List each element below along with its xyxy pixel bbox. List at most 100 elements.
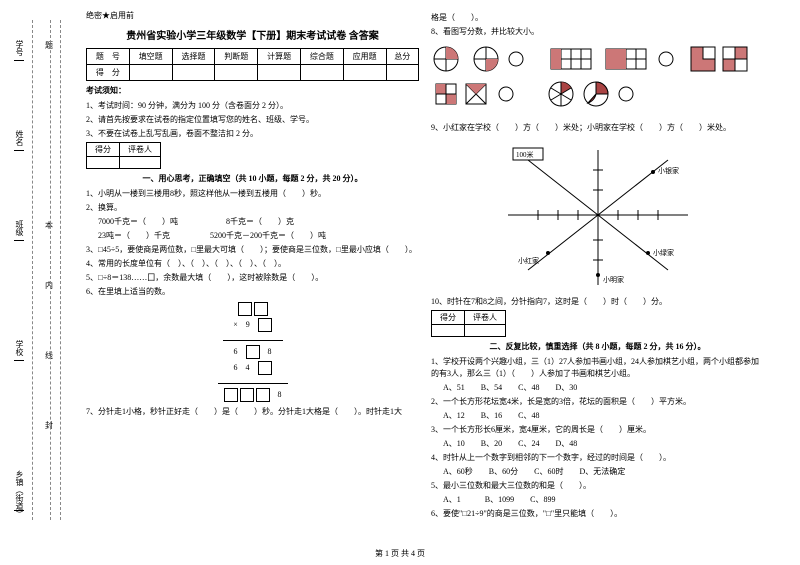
blank-box [224, 388, 238, 402]
blank-box [246, 345, 260, 359]
th: 应用题 [343, 49, 386, 65]
p2q3: 3、一个长方形长6厘米，宽4厘米，它的周长是（ ）厘米。 [431, 424, 764, 436]
txt: 23吨＝（ ）千克 [98, 231, 170, 240]
rule [218, 383, 288, 384]
td [87, 157, 120, 169]
eval-table: 得分评卷人 [86, 142, 161, 169]
secret-label: 绝密★启用前 [86, 10, 419, 21]
th: 填空题 [129, 49, 172, 65]
vert-char: 内 [45, 280, 53, 291]
binding-margin: 学号 姓名 班级 学校 乡镇（街道） 题 本 内 线 封 [0, 0, 70, 565]
content-area: 绝密★启用前 贵州省实验小学三年级数学【下册】期末考试试卷 含答案 题 号 填空… [80, 10, 780, 522]
txt: 7000千克＝（ ）吨 [98, 217, 178, 226]
td [386, 65, 418, 81]
p2q2: 2、一个长方形花坛宽4米，长是宽的3倍，花坛的面积是（ ）平方米。 [431, 396, 764, 408]
td: 得分 [87, 143, 120, 157]
q5: 5、□÷8＝138……囗，余数最大填（ ），这时被除数是（ ）。 [86, 272, 419, 284]
q7-cont: 格是（ ）。 [431, 12, 764, 24]
td [465, 325, 506, 337]
txt: 8千克＝（ ）克 [226, 217, 294, 226]
td [300, 65, 343, 81]
p2q4o: A、60秒 B、60分 C、60时 D、无法确定 [431, 466, 764, 478]
vert-char: 封 [45, 420, 53, 431]
td [120, 157, 161, 169]
rule [223, 340, 283, 341]
map-diagram: 100米 小银家 小绿家 小明家 小红家 [488, 140, 708, 290]
label-class: 班级 [14, 220, 25, 236]
q2: 2、换算。 [86, 202, 419, 214]
th: 计算题 [258, 49, 301, 65]
q2a: 7000千克＝（ ）吨 8千克＝（ ）克 [86, 216, 419, 228]
td: 得 分 [87, 65, 130, 81]
q10: 10、时针在7和8之间，分针指向7，这时是（ ）时（ ）分。 [431, 296, 764, 308]
blank-box [240, 388, 254, 402]
vert-char: 线 [45, 350, 53, 361]
notice-title: 考试须知： [86, 85, 419, 96]
exam-title: 贵州省实验小学三年级数学【下册】期末考试试卷 含答案 [86, 27, 419, 42]
s-label: 小明家 [603, 275, 624, 284]
th: 综合题 [300, 49, 343, 65]
td: 得分 [432, 311, 465, 325]
label-name: 姓名 [14, 130, 25, 146]
scale-label: 100米 [516, 150, 534, 159]
p2q1: 1、学校开设两个兴趣小组，三（1）27人参加书画小组，24人参加棋艺小组，两个小… [431, 356, 764, 380]
blank-box [258, 318, 272, 332]
p2q2o: A、12 B、16 C、48 [431, 410, 764, 422]
blank-box [258, 361, 272, 375]
right-column: 格是（ ）。 8、看图写分数，并比较大小。 9、小红家在学校（ ）方（ ）米处；… [425, 10, 770, 522]
txt: 5200千克－200千克＝（ ）吨 [210, 231, 326, 240]
q6: 6、在里填上适当的数。 [86, 286, 419, 298]
underline [14, 60, 24, 61]
left-column: 绝密★启用前 贵州省实验小学三年级数学【下册】期末考试试卷 含答案 题 号 填空… [80, 10, 425, 522]
th: 总分 [386, 49, 418, 65]
td [343, 65, 386, 81]
se-label: 小绿家 [653, 248, 674, 257]
underline [14, 510, 24, 511]
fold-line [32, 20, 33, 520]
td [129, 65, 172, 81]
th: 判断题 [215, 49, 258, 65]
part2-title: 二、反复比较，慎重选择（共 8 小题，每题 2 分，共 16 分）。 [431, 341, 764, 352]
vert-char: 本 [45, 220, 53, 231]
vert-char: 题 [45, 40, 53, 51]
label-number: 学号 [14, 40, 25, 56]
td: 评卷人 [120, 143, 161, 157]
ne-label: 小银家 [658, 166, 679, 175]
blank-box [238, 302, 252, 316]
underline [14, 240, 24, 241]
fold-line [60, 20, 61, 520]
p2q5o: A、1 B、1099 C、899 [431, 494, 764, 506]
underline [14, 360, 24, 361]
notice-item: 2、请首先按要求在试卷的指定位置填写您的姓名、班级、学号。 [86, 114, 419, 126]
q8: 8、看图写分数，并比较大小。 [431, 26, 764, 38]
th: 题 号 [87, 49, 130, 65]
part1-title: 一、用心思考，正确填空（共 10 小题，每题 2 分，共 20 分）。 [86, 173, 419, 184]
th: 选择题 [172, 49, 215, 65]
p2q1o: A、51 B、54 C、48 D、30 [431, 382, 764, 394]
label-school: 学校 [14, 340, 25, 356]
q3: 3、□45÷5，要使商是两位数，□里最大可填（ ）；要使商是三位数，□里最小应填… [86, 244, 419, 256]
td [432, 325, 465, 337]
q7: 7、分针走1小格，秒针正好走（ ）是（ ）秒。分针走1大格是（ ）。时针走1大 [86, 406, 419, 418]
blank-box [254, 302, 268, 316]
q2c: 23吨＝（ ）千克 5200千克－200千克＝（ ）吨 [86, 230, 419, 242]
blank-box [256, 388, 270, 402]
fraction-diagrams [431, 44, 751, 114]
eval-table-2: 得分评卷人 [431, 310, 506, 337]
page-footer: 第 1 页 共 4 页 [0, 548, 800, 559]
multiplication-figure: × 9 6 8 6 4 8 [86, 302, 419, 402]
p2q4: 4、时针从上一个数字到相邻的下一个数字，经过的时间是（ ）。 [431, 452, 764, 464]
q9: 9、小红家在学校（ ）方（ ）米处；小明家在学校（ ）方（ ）米处。 [431, 122, 764, 134]
q4: 4、常用的长度单位有（ ）、（ ）、（ ）、（ ）、（ ）。 [86, 258, 419, 270]
td [258, 65, 301, 81]
score-table: 题 号 填空题 选择题 判断题 计算题 综合题 应用题 总分 得 分 [86, 48, 419, 81]
notice-item: 3、不要在试卷上乱写乱画，卷面不整洁扣 2 分。 [86, 128, 419, 140]
p2q5: 5、最小三位数和最大三位数的和是（ ）。 [431, 480, 764, 492]
p2q3o: A、10 B、20 C、24 D、48 [431, 438, 764, 450]
fold-line [50, 20, 51, 520]
td [215, 65, 258, 81]
td: 评卷人 [465, 311, 506, 325]
q1: 1、小明从一楼到三楼用8秒，照这样他从一楼到五楼用（ ）秒。 [86, 188, 419, 200]
sw-label: 小红家 [518, 256, 539, 265]
underline [14, 150, 24, 151]
